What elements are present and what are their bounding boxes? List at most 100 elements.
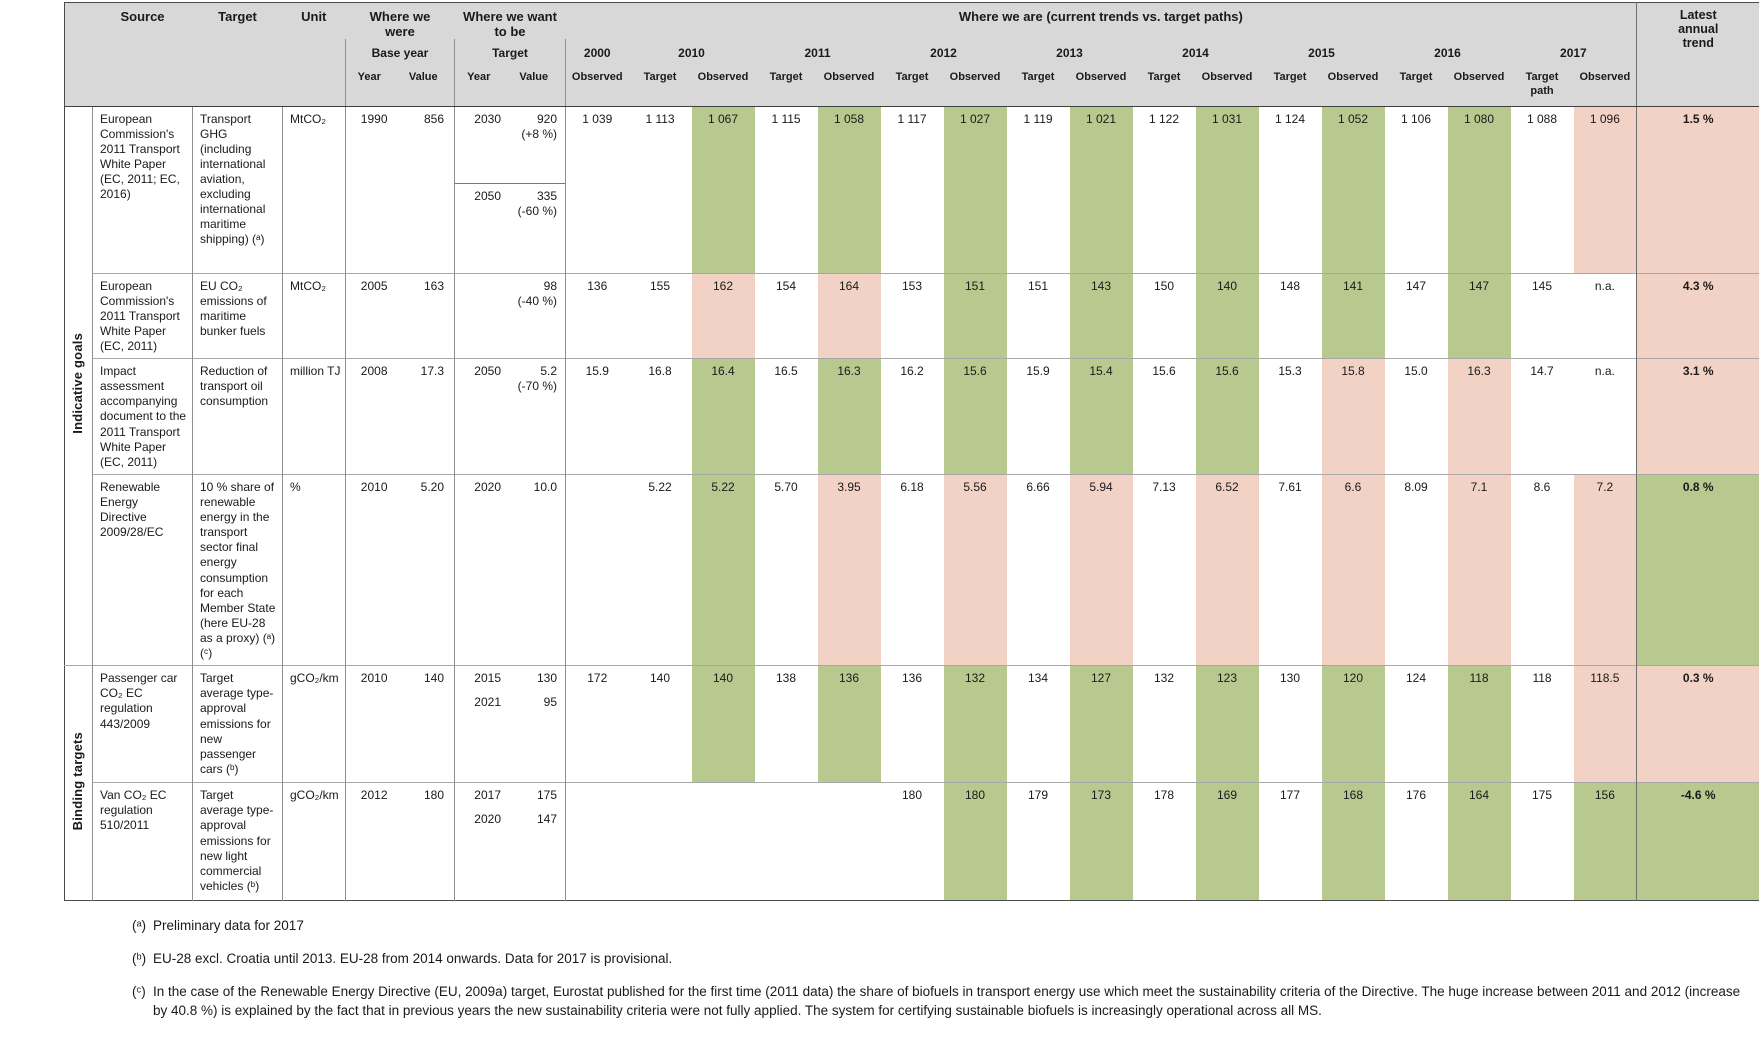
year-header: 2014: [1132, 39, 1259, 67]
data-cell: 156: [1573, 782, 1637, 901]
subheader-cell: Target: [1258, 67, 1322, 107]
base-year-cell: 2012: [345, 782, 393, 901]
target-cell: EU CO₂ emissions of maritime bunker fuel…: [192, 272, 283, 359]
data-cell: 15.4: [1069, 358, 1133, 475]
data-cell: 143: [1069, 272, 1133, 359]
data-cell: 155: [628, 272, 692, 359]
subheader-cell: Target: [880, 67, 944, 107]
goal-entry: 2017 175: [474, 788, 558, 803]
target-cell: Target average type-approval emissions f…: [192, 665, 283, 783]
data-cell: 1 124: [1258, 105, 1322, 274]
target-cell: Transport GHG (including international a…: [192, 105, 283, 274]
goal-entry: 2050 335 (-60 %): [455, 182, 566, 223]
where-we-want-header: Where we want to be: [454, 2, 566, 39]
data-cell: 5.22: [628, 473, 692, 666]
goal-entry: 2050 5.2 (-70 %): [474, 364, 558, 394]
unit-cell: MtCO₂: [282, 105, 346, 274]
data-cell: 124: [1384, 665, 1448, 783]
data-cell: 15.6: [1195, 358, 1259, 475]
year-header: 2013: [1006, 39, 1133, 67]
data-cell: 140: [691, 665, 755, 783]
data-cell: 1 080: [1447, 105, 1511, 274]
data-cell: [565, 782, 629, 901]
base-value-cell: 140: [392, 665, 455, 783]
data-cell: 145: [1510, 272, 1574, 359]
data-cell: 6.66: [1006, 473, 1070, 666]
trend-cell: 0.8 %: [1636, 473, 1759, 666]
goal-entry: 2015 130: [474, 671, 558, 686]
target-header: Target: [192, 2, 283, 107]
header-row-3: Year Value Year Value Observed Target Observed…: [65, 67, 1759, 107]
goal-cell: 2030 920 (+8 %) 2050 335 (-60 %): [453, 105, 566, 274]
unit-header: Unit: [282, 2, 346, 107]
data-cell: 136: [817, 665, 881, 783]
corner-cell: [64, 2, 93, 107]
data-cell: 140: [1195, 272, 1259, 359]
data-cell: [754, 782, 818, 901]
target-group-header: Target: [453, 39, 566, 67]
page: Source Target Unit Where we were Where w…: [64, 2, 1759, 1018]
trend-cell: 0.3 %: [1636, 665, 1759, 783]
footnote-text: In the case of the Renewable Energy Dire…: [153, 984, 1741, 1018]
trend-cell: 3.1 %: [1636, 358, 1759, 475]
subheader-cell: Observed: [1069, 67, 1133, 107]
data-cell: 6.6: [1321, 473, 1385, 666]
table-row: Binding targets Passenger car CO₂ EC regu…: [64, 665, 1759, 901]
subheader-cell: Observed: [817, 67, 881, 107]
data-cell: 132: [943, 665, 1007, 783]
header-row-1: Source Target Unit Where we were Where w…: [64, 2, 1759, 107]
data-cell: 16.4: [691, 358, 755, 475]
data-cell: 177: [1258, 782, 1322, 901]
data-cell: 1 052: [1321, 105, 1385, 274]
data-cell: 5.94: [1069, 473, 1133, 666]
data-cell: 1 115: [754, 105, 818, 274]
goal-entry: 2020 10.0: [474, 479, 558, 494]
table-row: Renewable Energy Directive 2009/28/EC 10 …: [65, 473, 1759, 666]
data-cell: 16.8: [628, 358, 692, 475]
data-cell: 148: [1258, 272, 1322, 359]
subheader-cell: Observed: [1447, 67, 1511, 107]
data-cell: n.a.: [1573, 272, 1637, 359]
data-cell: 151: [943, 272, 1007, 359]
data-cell: 6.18: [880, 473, 944, 666]
where-we-were-header: Where we were: [345, 2, 455, 39]
header-row-2: Base year Target 2000 2010 2011 2012 2013 201…: [65, 39, 1759, 67]
goal-entry: 2030 920 (+8 %): [474, 111, 558, 141]
data-cell: [565, 473, 629, 666]
data-cell: 147: [1447, 272, 1511, 359]
data-cell: 15.9: [565, 358, 629, 475]
table-header: Source Target Unit Where we were Where w…: [64, 2, 1759, 107]
data-cell: 8.6: [1510, 473, 1574, 666]
goal-entry: 2021 95: [474, 695, 558, 710]
data-cell: 136: [880, 665, 944, 783]
data-cell: 140: [628, 665, 692, 783]
data-cell: 16.3: [1447, 358, 1511, 475]
footnote-a: (ᵃ) Preliminary data for 2017: [132, 917, 1749, 936]
unit-cell: gCO₂/km: [282, 665, 346, 783]
subheader-cell: Observed: [565, 67, 629, 107]
data-cell: 172: [565, 665, 629, 783]
base-value-cell: 163: [392, 272, 455, 359]
target-cell: Target average type-approval emissions f…: [192, 782, 283, 901]
target-cell: Reduction of transport oil consumption: [192, 358, 283, 475]
data-cell: 16.3: [817, 358, 881, 475]
subheader-cell: Observed: [1321, 67, 1385, 107]
subheader-cell: Target: [1384, 67, 1448, 107]
data-cell: 15.8: [1321, 358, 1385, 475]
subheader-cell: Target: [1006, 67, 1070, 107]
year-header: 2010: [628, 39, 755, 67]
data-cell: 15.6: [1132, 358, 1196, 475]
data-cell: 1 027: [943, 105, 1007, 274]
footnote-text: Preliminary data for 2017: [153, 918, 304, 934]
subheader-cell: Observed: [1195, 67, 1259, 107]
goal-entry: 2020 147: [474, 812, 558, 827]
data-cell: 1 031: [1195, 105, 1259, 274]
data-cell: 151: [1006, 272, 1070, 359]
data-cell: 7.13: [1132, 473, 1196, 666]
data-cell: 15.3: [1258, 358, 1322, 475]
subheader-cell: Value: [502, 67, 566, 107]
data-cell: 7.1: [1447, 473, 1511, 666]
data-cell: 118: [1447, 665, 1511, 783]
unit-cell: %: [282, 473, 346, 666]
where-we-are-header: Where we are (current trends vs. target …: [565, 2, 1637, 39]
